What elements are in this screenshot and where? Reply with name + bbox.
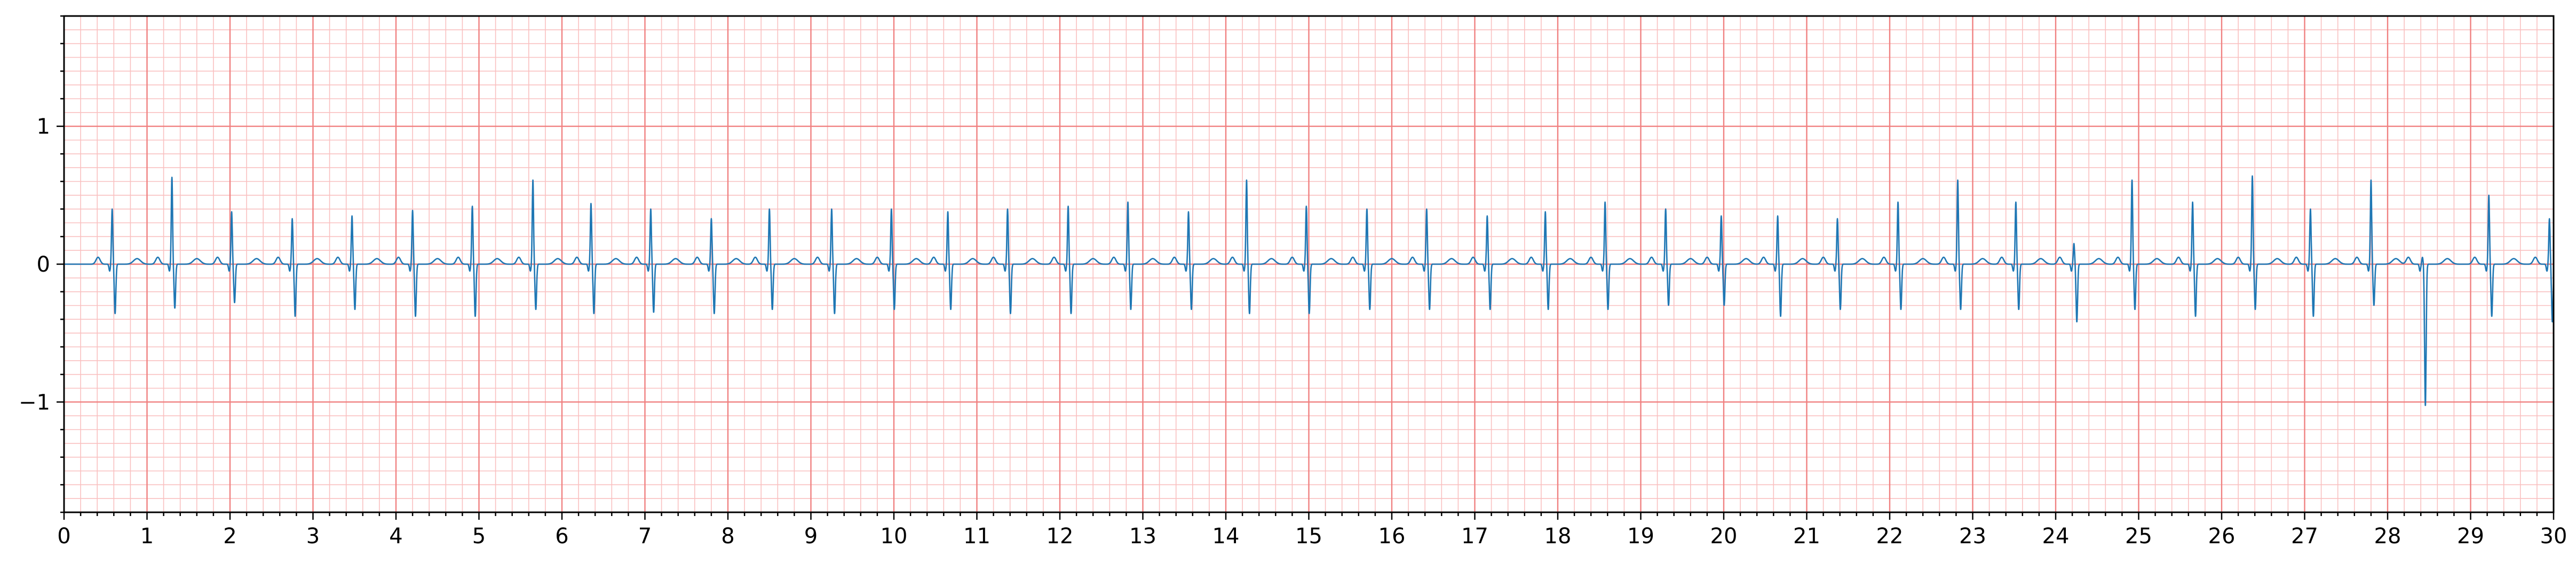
x-tick-label: 26 — [2208, 524, 2236, 549]
x-tick-label: 25 — [2125, 524, 2152, 549]
x-tick-label: 29 — [2457, 524, 2484, 549]
x-tick-label: 3 — [306, 524, 320, 549]
x-tick-label: 4 — [389, 524, 402, 549]
x-tick-label: 12 — [1047, 524, 1074, 549]
x-tick-label: 1 — [140, 524, 154, 549]
x-tick-label: 24 — [2042, 524, 2070, 549]
x-tick-label: 15 — [1295, 524, 1322, 549]
x-tick-label: 5 — [472, 524, 486, 549]
x-tick-label: 19 — [1627, 524, 1654, 549]
y-axis-ticks: 1 0 −1 — [19, 15, 64, 513]
x-tick-label: 27 — [2291, 524, 2318, 549]
x-tick-label: 7 — [638, 524, 652, 549]
x-tick-label: 11 — [963, 524, 990, 549]
x-tick-label: 16 — [1378, 524, 1406, 549]
x-tick-label: 2 — [223, 524, 236, 549]
y-tick-label: 0 — [37, 252, 50, 277]
x-tick-label: 9 — [804, 524, 818, 549]
x-axis-ticks: 0 1 2 3 4 5 6 7 8 9 10 11 12 13 14 15 16 17 18 19 20 21 22 23 24… — [57, 512, 2567, 549]
x-tick-label: 22 — [1876, 524, 1904, 549]
x-tick-label: 21 — [1793, 524, 1820, 549]
x-tick-label: 0 — [57, 524, 70, 549]
x-tick-label: 13 — [1129, 524, 1156, 549]
series-layer — [63, 175, 2555, 406]
ecg-signal-line — [63, 175, 2555, 406]
x-tick-label: 14 — [1212, 524, 1240, 549]
y-tick-label: −1 — [19, 390, 50, 415]
x-tick-label: 6 — [555, 524, 568, 549]
x-tick-label: 8 — [721, 524, 734, 549]
x-tick-label: 20 — [1710, 524, 1738, 549]
x-tick-label: 30 — [2540, 524, 2567, 549]
x-tick-label: 10 — [881, 524, 908, 549]
x-tick-label: 17 — [1461, 524, 1488, 549]
x-tick-label: 18 — [1544, 524, 1572, 549]
y-tick-label: 1 — [37, 115, 50, 139]
x-tick-label: 23 — [1959, 524, 1986, 549]
x-tick-label: 28 — [2374, 524, 2401, 549]
